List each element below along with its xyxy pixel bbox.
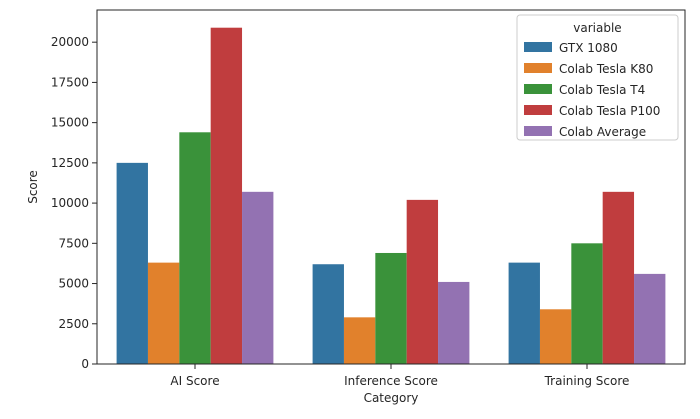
bar-colab-tesla-k80-ai-score	[147, 262, 180, 364]
y-tick-label: 15000	[51, 116, 89, 130]
bars-layer	[116, 27, 666, 364]
bar-gtx-1080-ai-score	[116, 162, 148, 364]
bar-gtx-1080-inference-score	[312, 264, 344, 364]
legend-items: GTX 1080 Colab Tesla K80 Colab Tesla T4 Col…	[524, 41, 660, 139]
legend-box	[516, 14, 679, 141]
bar-colab-average-training-score	[634, 273, 666, 364]
legend-title: variable	[573, 21, 621, 35]
y-tick-label: 17500	[51, 75, 89, 89]
legend: variable GTX 1080 Colab Tesla K80 Colab Te…	[516, 14, 679, 141]
y-tick-label: 0	[81, 357, 89, 371]
y-tick-label: 2500	[58, 317, 89, 331]
x-tick-label: Inference Score	[344, 374, 438, 388]
y-axis-title: Score	[26, 170, 40, 204]
legend-label: GTX 1080	[559, 41, 618, 55]
bar-colab-tesla-t4-ai-score	[179, 132, 211, 364]
legend-label: Colab Tesla T4	[559, 83, 645, 97]
y-tick-label: 12500	[51, 156, 89, 170]
legend-label: Colab Tesla K80	[559, 62, 653, 76]
legend-swatch	[524, 105, 552, 115]
bar-gtx-1080-training-score	[508, 262, 540, 364]
x-tick-label: AI Score	[170, 374, 219, 388]
x-axis: AI Score Inference Score Training Score	[170, 364, 629, 388]
x-tick-label: Training Score	[544, 374, 630, 388]
y-tick-label: 7500	[58, 236, 89, 250]
legend-label: Colab Average	[559, 125, 646, 139]
x-axis-title: Category	[364, 391, 419, 405]
bar-colab-tesla-p100-training-score	[602, 191, 635, 364]
legend-swatch	[524, 126, 552, 136]
bar-colab-tesla-p100-ai-score	[210, 27, 243, 364]
y-tick-label: 10000	[51, 196, 89, 210]
bar-colab-tesla-k80-inference-score	[343, 317, 376, 364]
bar-colab-tesla-t4-training-score	[571, 243, 603, 364]
legend-swatch	[524, 42, 552, 52]
bar-colab-tesla-t4-inference-score	[375, 252, 407, 364]
legend-swatch	[524, 63, 552, 73]
y-tick-label: 20000	[51, 35, 89, 49]
bar-colab-tesla-k80-training-score	[539, 309, 572, 364]
legend-label: Colab Tesla P100	[559, 104, 660, 118]
bar-colab-tesla-p100-inference-score	[406, 199, 439, 364]
bar-colab-average-ai-score	[242, 191, 274, 364]
y-tick-label: 5000	[58, 277, 89, 291]
bar-colab-average-inference-score	[438, 281, 470, 364]
y-axis: 0 2500 5000 7500 10000 12500 15000 17500 20000	[51, 35, 97, 371]
legend-swatch	[524, 84, 552, 94]
